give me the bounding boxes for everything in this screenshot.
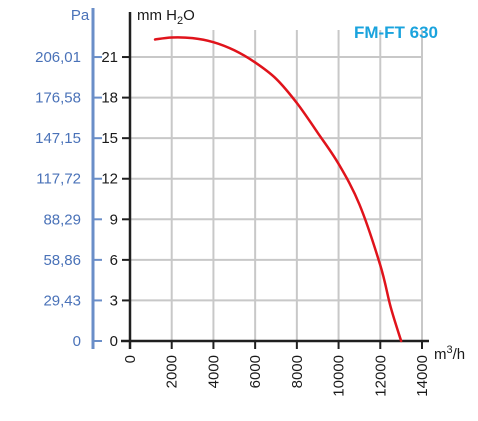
y-axis-label-tail: O [183,7,195,24]
y-axis-label-subscript: 2 [177,15,183,27]
x-axis-label-superscript: 3 [447,344,453,356]
labels: FM-FT 630 Pa mm H2O m3/h [71,7,465,363]
y-tick-label: 18 [101,90,118,107]
x-tick-label: 8000 [289,355,306,388]
x-axis-label-main: m [434,346,447,363]
y-tick-label: 21 [101,49,118,66]
pa-tick-label: 88,29 [43,211,81,228]
pa-axis: 0 29,43 58,86 88,29 117,72 147,15 176,58 206,01 [35,8,102,350]
y-axis-label-main: mm H [137,7,177,24]
main-axes: 0 3 6 9 12 15 18 21 0 2000 4000 6000 8000 10000 12000 1… [101,12,431,397]
pa-tick-label: 206,01 [35,49,81,66]
pa-tick-label: 147,15 [35,130,81,147]
pa-tick-label: 0 [73,333,81,350]
series-layer [153,36,403,343]
grid [130,30,423,341]
x-axis-label: m3/h [434,344,465,363]
series-line [153,36,403,343]
y-tick-label: 3 [110,292,118,309]
x-tick-label: 6000 [247,355,264,388]
x-tick-label: 10000 [331,355,348,397]
x-axis-label-tail: /h [453,346,466,363]
chart-title: FM-FT 630 [354,23,438,42]
x-tick-label: 14000 [414,355,431,397]
pa-tick-label: 58,86 [43,252,81,269]
x-tick-label: 4000 [205,355,222,388]
y-tick-label: 9 [110,211,118,228]
pa-tick-label: 29,43 [43,292,81,309]
y-axis-label: mm H2O [137,7,195,27]
pa-axis-label: Pa [71,7,90,24]
y-tick-label: 6 [110,252,118,269]
y-tick-label: 0 [110,333,118,350]
x-tick-label: 2000 [164,355,181,388]
y-tick-label: 12 [101,171,118,188]
y-tick-label: 15 [101,130,118,147]
pa-tick-label: 176,58 [35,90,81,107]
pa-tick-label: 117,72 [36,171,81,188]
x-tick-label: 12000 [372,355,389,397]
x-tick-label: 0 [122,355,139,363]
